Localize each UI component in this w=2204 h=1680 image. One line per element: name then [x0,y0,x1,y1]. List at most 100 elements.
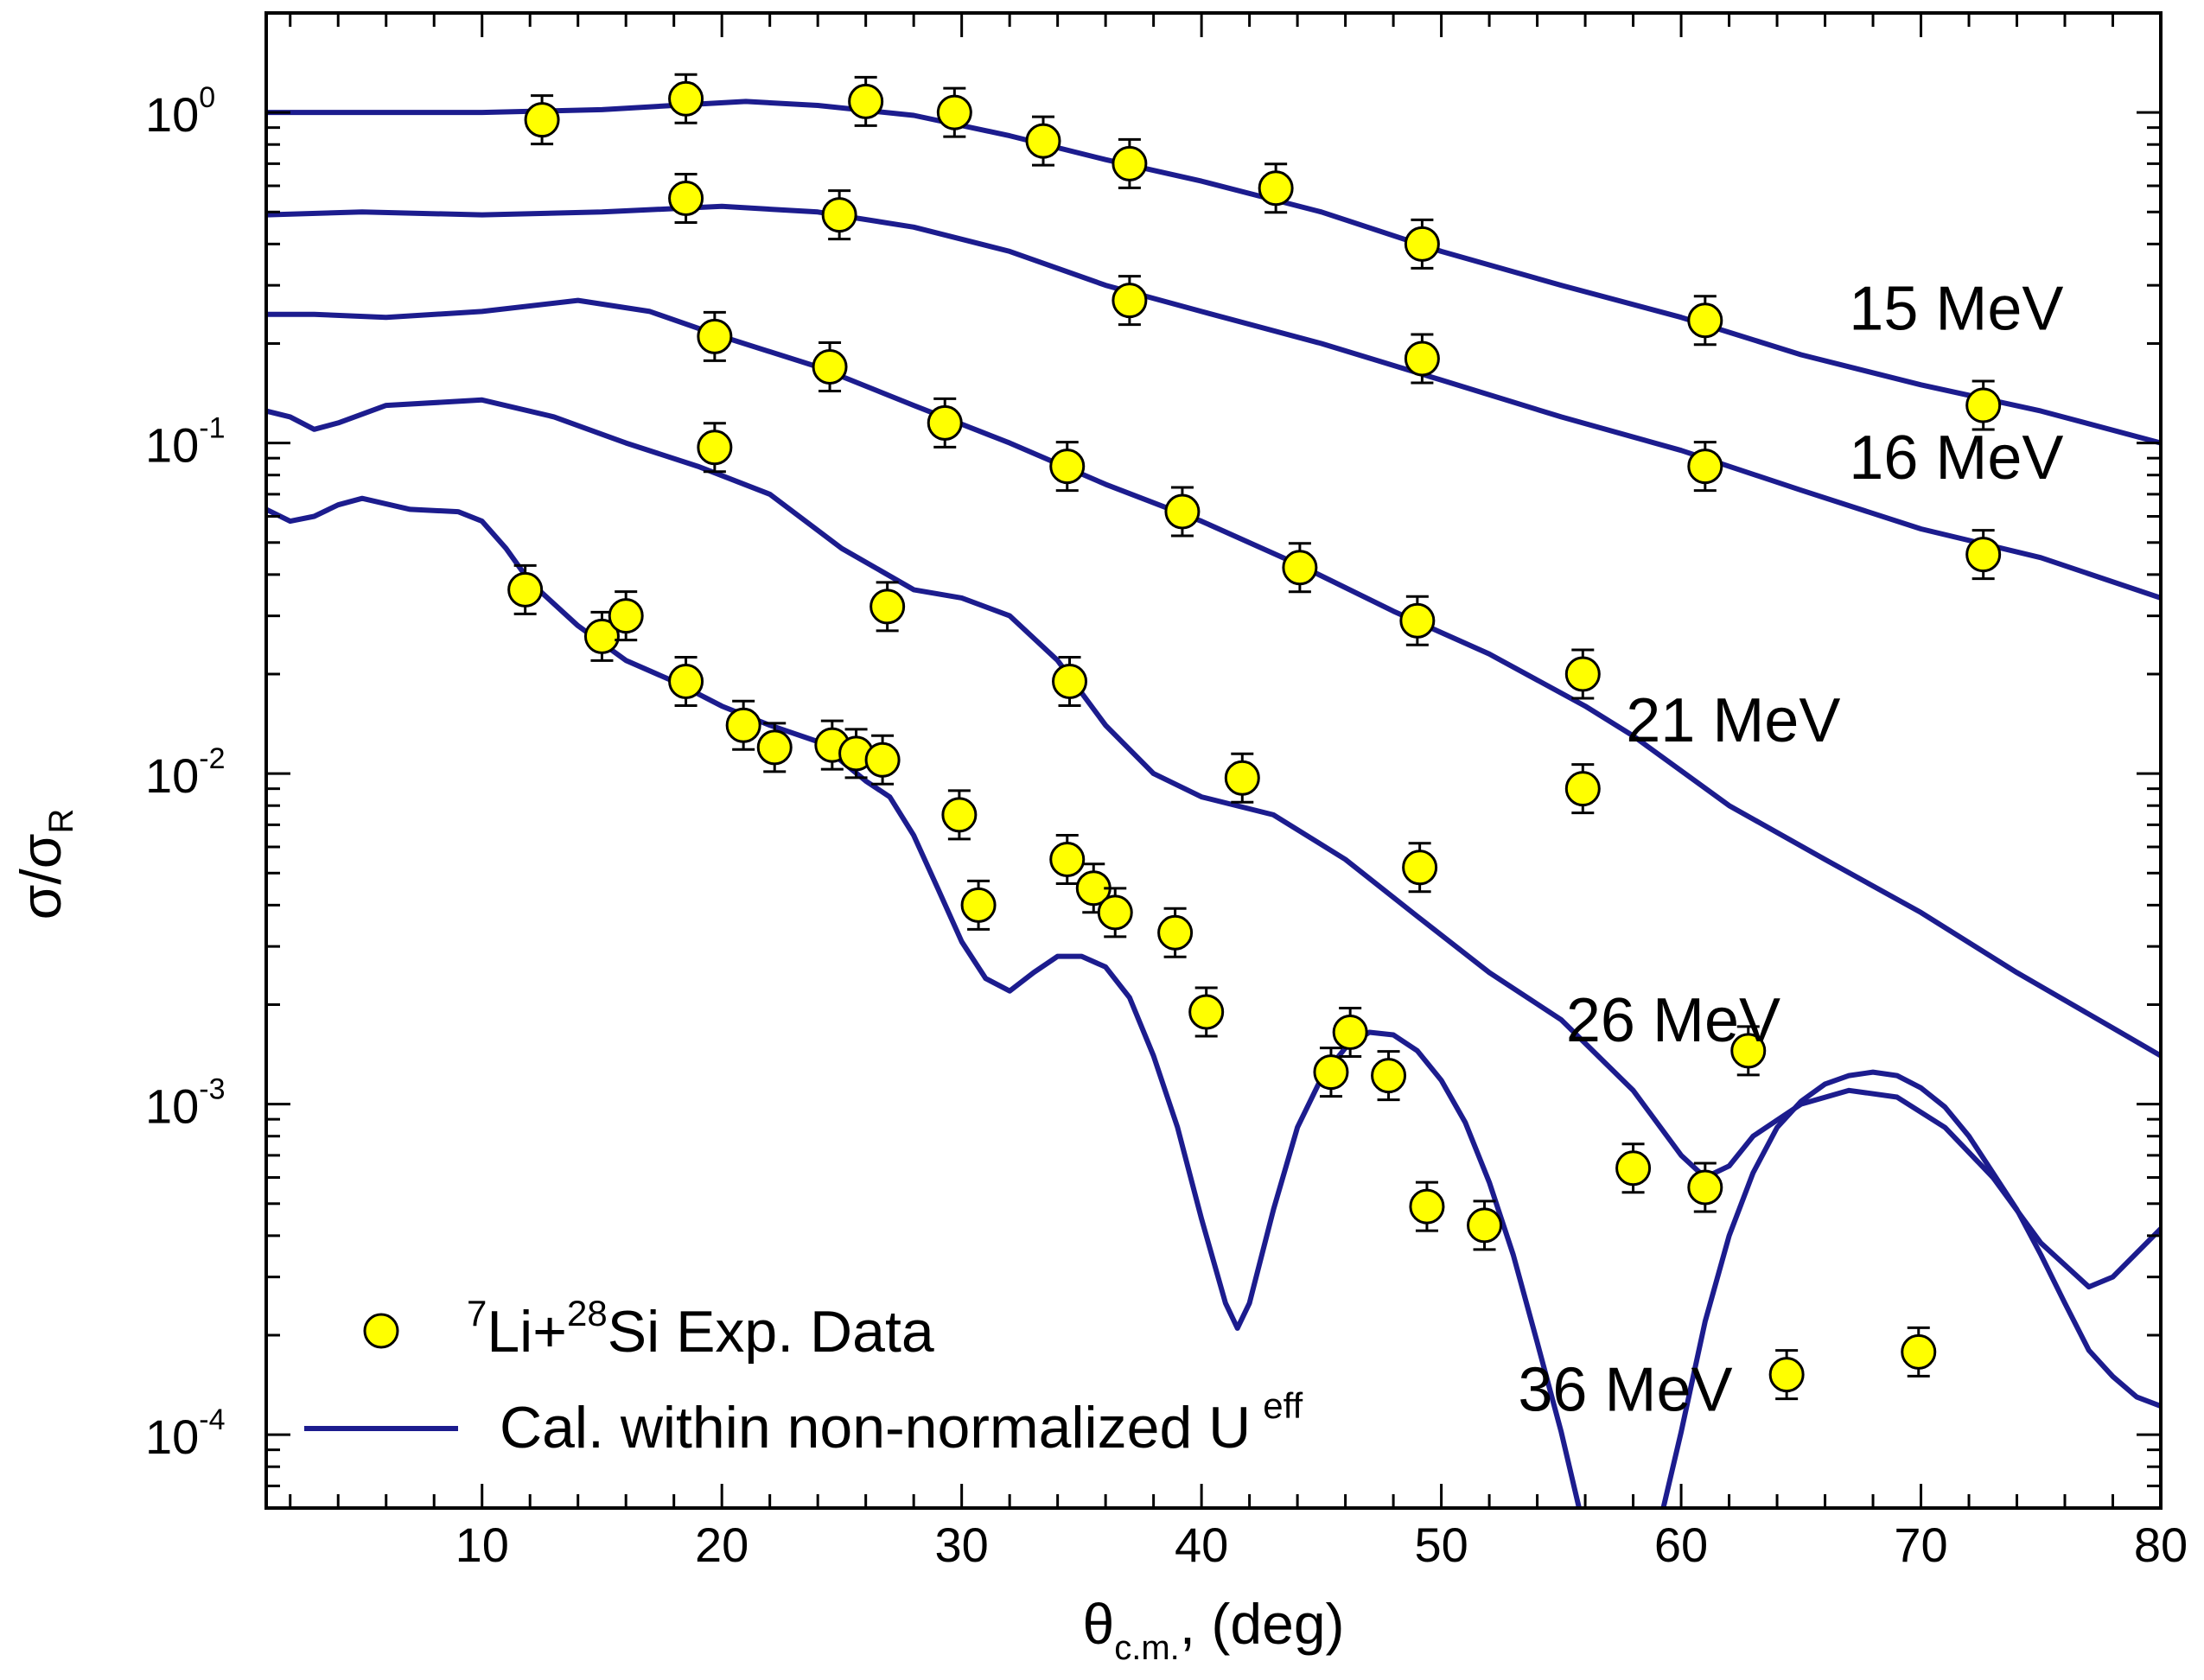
point-21-mev-8 [1564,763,1601,815]
data-point [1687,302,1723,339]
point-15-mev-8 [1687,295,1723,347]
point-15-mev-3 [936,86,972,138]
point-26-mev-5 [1730,1025,1767,1077]
point-36-mev-21 [1615,1142,1652,1194]
legend-line-sup: eff [1263,1385,1303,1426]
data-point [1157,914,1194,951]
data-point [1332,1014,1368,1050]
data-point [960,887,997,923]
x-tick-label-50: 50 [1414,1518,1468,1572]
x-axis-title: θc.m., (deg) [1082,1592,1344,1667]
data-point [697,318,733,354]
point-36-mev-20 [1467,1200,1503,1251]
legend-marker-symbol [363,1313,399,1349]
point-36-mev-15 [1188,986,1225,1038]
axis-ticks: 10 20 30 40 50 60 70 80 100 10-1 10-2 10-3 10-4 [145,11,2188,1572]
data-point [1564,656,1601,692]
point-15-mev-7 [1404,218,1440,270]
data-point [869,589,906,625]
point-36-mev-16 [1313,1047,1349,1098]
point-36-mev-8 [864,734,901,786]
legend-line-text: Cal. within non-normalized U [500,1395,1251,1460]
energy-label-3: 26 MeV [1566,986,1780,1055]
data-point [1282,550,1318,586]
point-36-mev-9 [941,789,978,841]
data-point [1901,1333,1937,1370]
x-tick-label-80: 80 [2134,1518,2188,1572]
point-26-mev-2 [1052,656,1088,708]
curve-16-mev [266,203,2161,601]
y-axis-title-den: σ [9,834,73,869]
curve-15-mev [266,99,2161,446]
point-16-mev-1 [821,189,857,241]
legend-marker-sup2: 28 [567,1293,608,1333]
point-36-mev-14 [1157,907,1194,958]
x-tick-label-20: 20 [695,1518,748,1572]
point-21-mev-0 [697,310,733,362]
data-point [1049,841,1086,877]
x-tick-label-70: 70 [1894,1518,1947,1572]
point-26-mev-1 [869,581,906,633]
point-16-mev-3 [1404,333,1440,385]
point-36-mev-4 [725,699,761,751]
data-point [1371,1058,1407,1094]
curve-21-mev [266,297,2161,1059]
y-axis-title: σ/σR [9,809,80,920]
data-point [1052,664,1088,700]
point-16-mev-2 [1112,275,1148,327]
data-point [927,404,963,441]
data-point [1965,387,2002,423]
data-point [1404,340,1440,377]
data-point [668,80,704,117]
y-axis-title-num: σ [9,885,73,920]
point-36-mev-19 [1409,1180,1445,1232]
data-point [1258,170,1294,207]
data-point [1097,894,1133,931]
data-point [1399,602,1436,639]
point-21-mev-4 [1164,486,1201,538]
data-point [725,707,761,743]
point-16-mev-5 [1965,529,2002,581]
y-tick-label-0: 100 [145,81,215,142]
data-point [1404,226,1440,262]
point-36-mev-10 [960,879,997,931]
data-point [1687,449,1723,485]
point-36-mev-22 [1768,1349,1805,1401]
point-36-mev-7 [838,728,875,780]
point-16-mev-0 [668,172,704,224]
x-tick-label-30: 30 [935,1518,989,1572]
data-point [1025,123,1061,159]
legend-marker-t2: Si Exp. Data [608,1299,934,1365]
point-36-mev-23 [1901,1326,1937,1378]
data-point [1965,537,2002,573]
data-point [1615,1150,1652,1187]
energy-label-1: 16 MeV [1849,423,2063,493]
data-point [1188,994,1225,1030]
x-axis-title-rest: , (deg) [1180,1592,1345,1656]
legend-marker-t1: Li+ [487,1299,567,1365]
point-36-mev-13 [1097,887,1133,939]
data-point [1409,1188,1445,1225]
data-point [821,197,857,233]
point-36-mev-3 [668,656,704,708]
data-point [1112,283,1148,319]
point-15-mev-0 [524,94,560,146]
energy-label-0: 15 MeV [1849,275,2063,344]
data-point [1687,1169,1723,1206]
point-36-mev-5 [756,722,793,773]
data-point [1164,493,1201,530]
point-36-mev-11 [1049,833,1086,885]
x-tick-label-40: 40 [1175,1518,1228,1572]
data-point [583,618,620,654]
data-point [1402,850,1438,886]
data-point [668,664,704,700]
energy-label-2: 21 MeV [1626,686,1840,755]
data-point [1224,760,1260,796]
data-point [1049,449,1086,485]
x-axis-title-sub: c.m. [1114,1629,1180,1667]
point-21-mev-2 [927,397,963,449]
point-36-mev-0 [507,563,544,615]
legend: 7Li+28Si Exp. Data Cal. within non-norma… [304,1293,1303,1460]
x-axis-title-main: θ [1082,1592,1114,1656]
